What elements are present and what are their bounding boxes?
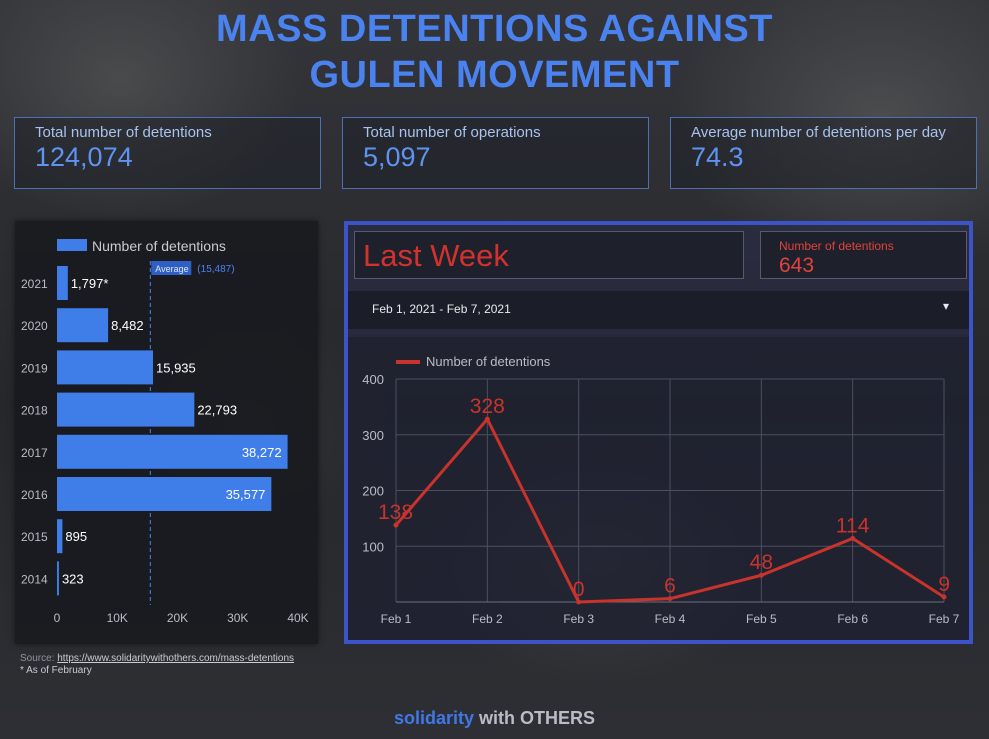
brand-logo: solidarity with OTHERS xyxy=(0,708,989,729)
kpi-label: Total number of operations xyxy=(363,124,541,141)
x-tick-label: 40K xyxy=(287,611,308,625)
data-point xyxy=(393,522,399,528)
bar-value-label: 22,793 xyxy=(197,403,237,418)
yearly-bar-chart: Number of detentions Average (15,487) 2021 1… xyxy=(21,238,309,625)
bar xyxy=(57,477,272,511)
bar-category-label: 2015 xyxy=(21,530,48,544)
last-week-header: Last Week xyxy=(354,231,744,279)
y-tick-label: 400 xyxy=(362,372,384,387)
bar-category-label: 2014 xyxy=(21,572,48,586)
average-label: Average xyxy=(155,264,188,274)
daily-line-chart: Number of detentions 100 200 300 400 138 Feb 1… xyxy=(362,354,960,626)
line-legend-label: Number of detentions xyxy=(426,354,551,369)
source-prefix: Source: xyxy=(20,653,58,664)
x-tick-label: Feb 1 xyxy=(381,612,412,626)
y-tick-label: 300 xyxy=(362,428,384,443)
caret-down-icon[interactable]: ▾ xyxy=(942,299,949,313)
data-point xyxy=(484,416,490,422)
average-badge xyxy=(151,261,192,275)
last-week-title: Last Week xyxy=(363,238,509,273)
x-tick-label: Feb 3 xyxy=(563,612,594,626)
kpi-value: 5,097 xyxy=(363,142,431,172)
kpi-value: 124,074 xyxy=(35,142,133,172)
y-tick-label: 100 xyxy=(362,539,384,554)
brand-part-2: with OTHERS xyxy=(474,708,596,728)
bar-value-label: 15,935 xyxy=(156,360,196,375)
x-tick-label: 30K xyxy=(227,611,248,625)
source-note: Source: https://www.solidaritywithothers… xyxy=(20,653,294,664)
last-week-scorecard: Number of detentions 643 xyxy=(760,231,967,279)
x-tick-label: Feb 4 xyxy=(655,612,686,626)
data-label: 328 xyxy=(470,395,505,418)
kpi-total-detentions: Total number of detentions 124,074 xyxy=(14,117,321,189)
brand-part-1: solidarity xyxy=(393,708,475,728)
bar-value-label: 1,797* xyxy=(71,276,109,291)
footnote: * As of February xyxy=(20,665,92,676)
x-tick-label: Feb 6 xyxy=(837,612,868,626)
scorecard-label: Number of detentions xyxy=(779,239,894,253)
x-tick-label: 20K xyxy=(167,611,188,625)
bar-category-label: 2021 xyxy=(21,277,48,291)
bar xyxy=(57,392,195,427)
data-point xyxy=(758,572,764,578)
average-value: (15,487) xyxy=(197,264,234,275)
data-label: 6 xyxy=(664,575,676,598)
data-point xyxy=(667,596,673,602)
bar-value-label: 38,272 xyxy=(242,445,282,460)
kpi-total-operations: Total number of operations 5,097 xyxy=(342,117,649,189)
data-label: 9 xyxy=(938,573,950,596)
source-link[interactable]: https://www.solidaritywithothers.com/mas… xyxy=(57,653,295,664)
bar-value-label: 895 xyxy=(65,529,87,544)
kpi-value: 74.3 xyxy=(691,142,744,172)
bar-value-label: 8,482 xyxy=(111,318,144,333)
bar-category-label: 2020 xyxy=(21,319,48,333)
bar-legend-label: Number of detentions xyxy=(92,238,226,254)
bar-category-label: 2017 xyxy=(21,446,48,460)
kpi-label: Average number of detentions per day xyxy=(691,124,946,141)
date-range-selector[interactable]: Feb 1, 2021 - Feb 7, 2021 ▾ xyxy=(348,291,969,329)
bar xyxy=(57,308,109,343)
x-tick-label: 10K xyxy=(107,611,128,625)
data-point xyxy=(576,599,582,605)
date-range-text: Feb 1, 2021 - Feb 7, 2021 xyxy=(372,302,511,316)
bar xyxy=(57,519,63,554)
data-point xyxy=(850,535,856,541)
page-title: MASS DETENTIONS AGAINST GULEN MOVEMENT xyxy=(0,6,989,98)
yearly-bar-chart-panel: Number of detentions Average (15,487) 2021 1… xyxy=(15,221,318,644)
title-line-1: MASS DETENTIONS AGAINST xyxy=(216,8,773,50)
bar-category-label: 2019 xyxy=(21,361,48,375)
daily-line-chart-panel: Number of detentions 100 200 300 400 138 Feb 1… xyxy=(348,337,969,640)
data-label: 0 xyxy=(573,578,585,601)
bar xyxy=(57,350,154,385)
bar-value-label: 35,577 xyxy=(226,487,266,502)
x-tick-label: Feb 2 xyxy=(472,612,503,626)
y-tick-label: 200 xyxy=(362,484,384,499)
title-line-2: GULEN MOVEMENT xyxy=(309,54,680,96)
bar-category-label: 2018 xyxy=(21,404,48,418)
bar-legend-swatch xyxy=(57,239,87,251)
data-point xyxy=(941,594,947,600)
bar xyxy=(57,266,68,300)
kpi-label: Total number of detentions xyxy=(35,124,212,141)
last-week-panel: Last Week Number of detentions 643 Feb 1… xyxy=(344,221,973,644)
x-tick-label: Feb 5 xyxy=(746,612,777,626)
bar xyxy=(57,561,59,596)
x-tick-label: 0 xyxy=(54,611,61,625)
scorecard-value: 643 xyxy=(779,254,815,277)
x-tick-label: Feb 7 xyxy=(929,612,960,626)
data-label: 48 xyxy=(750,551,773,574)
data-label: 114 xyxy=(836,514,870,537)
bar xyxy=(57,434,288,469)
bar-value-label: 323 xyxy=(62,571,84,586)
data-label: 138 xyxy=(378,501,413,524)
kpi-average-per-day: Average number of detentions per day 74.… xyxy=(670,117,977,189)
bar-category-label: 2016 xyxy=(21,488,48,502)
